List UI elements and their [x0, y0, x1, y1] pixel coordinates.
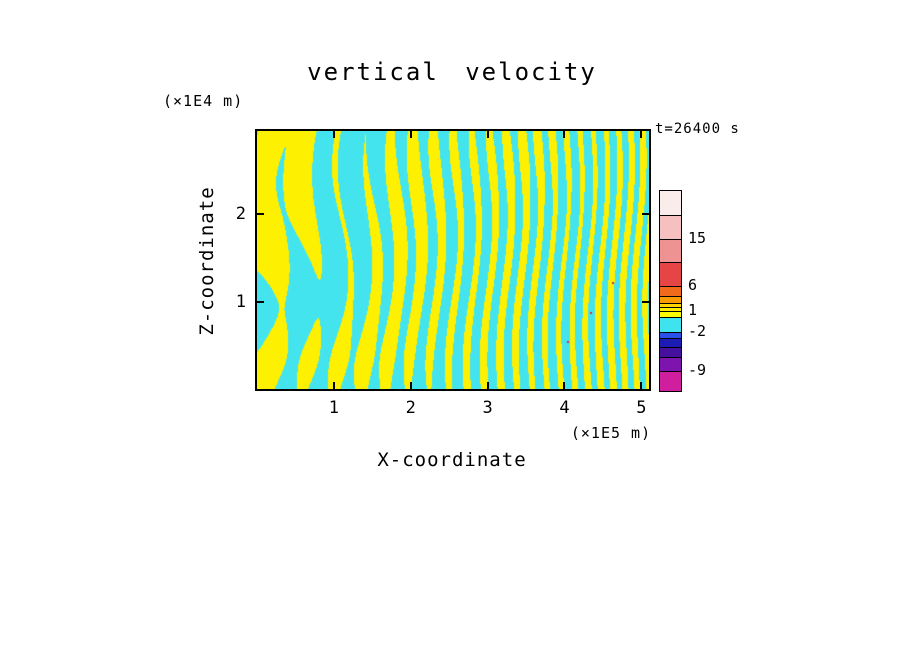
colorbar-segment: [660, 262, 681, 286]
colorbar-segment: [660, 215, 681, 239]
y-axis-unit-label: (×1E4 m): [163, 92, 244, 110]
colorbar-segment: [660, 191, 681, 215]
colorbar-tick-label: -9: [688, 361, 707, 379]
x-axis-tick: [332, 382, 335, 389]
colorbar-segment: [660, 296, 681, 303]
colorbar-segment: [660, 371, 681, 391]
plot-area: [255, 129, 651, 391]
colorbar-segment: [660, 286, 681, 296]
colorbar-segment: [660, 307, 681, 311]
x-axis-tick: [640, 131, 643, 138]
time-annotation: t=26400 s: [655, 121, 740, 137]
x-tick-label: 5: [636, 398, 647, 418]
colorbar-tick-label: 6: [688, 276, 698, 294]
colorbar-segment: [660, 347, 681, 357]
x-axis-tick: [332, 131, 335, 138]
x-tick-label: 3: [482, 398, 493, 418]
y-axis-label: Z-coordinate: [196, 186, 218, 336]
y-tick-label: 2: [235, 204, 246, 225]
colorbar-segment: [660, 239, 681, 262]
x-axis-tick: [409, 382, 412, 389]
colorbar-tick-label: -2: [688, 322, 707, 340]
colorbar-segment: [660, 303, 681, 307]
colorbar-tick-label: 1: [688, 301, 698, 319]
colorbar-segment: [660, 311, 681, 317]
x-axis-unit-label: (×1E5 m): [570, 424, 652, 442]
x-axis-tick: [640, 382, 643, 389]
y-axis-tick: [642, 300, 649, 303]
y-axis-tick: [257, 213, 264, 216]
colorbar-segment: [660, 332, 681, 338]
x-axis-tick: [486, 382, 489, 389]
y-axis-tick: [257, 300, 264, 303]
x-axis-tick: [486, 131, 489, 138]
colorbar-segment: [660, 357, 681, 371]
y-axis-tick: [642, 213, 649, 216]
colorbar: [659, 190, 682, 392]
x-axis-tick: [563, 131, 566, 138]
colorbar-segment: [660, 317, 681, 332]
x-axis-tick: [409, 131, 412, 138]
colorbar-segment: [660, 338, 681, 347]
x-tick-label: 4: [559, 398, 570, 418]
x-axis-label: X-coordinate: [377, 449, 527, 471]
y-tick-label: 1: [235, 291, 246, 312]
x-tick-label: 2: [405, 398, 416, 418]
chart-title: vertical velocity: [307, 58, 597, 86]
x-tick-label: 1: [328, 398, 339, 418]
heatmap-canvas: [257, 131, 649, 389]
x-axis-tick: [563, 382, 566, 389]
colorbar-tick-label: 15: [688, 229, 707, 247]
